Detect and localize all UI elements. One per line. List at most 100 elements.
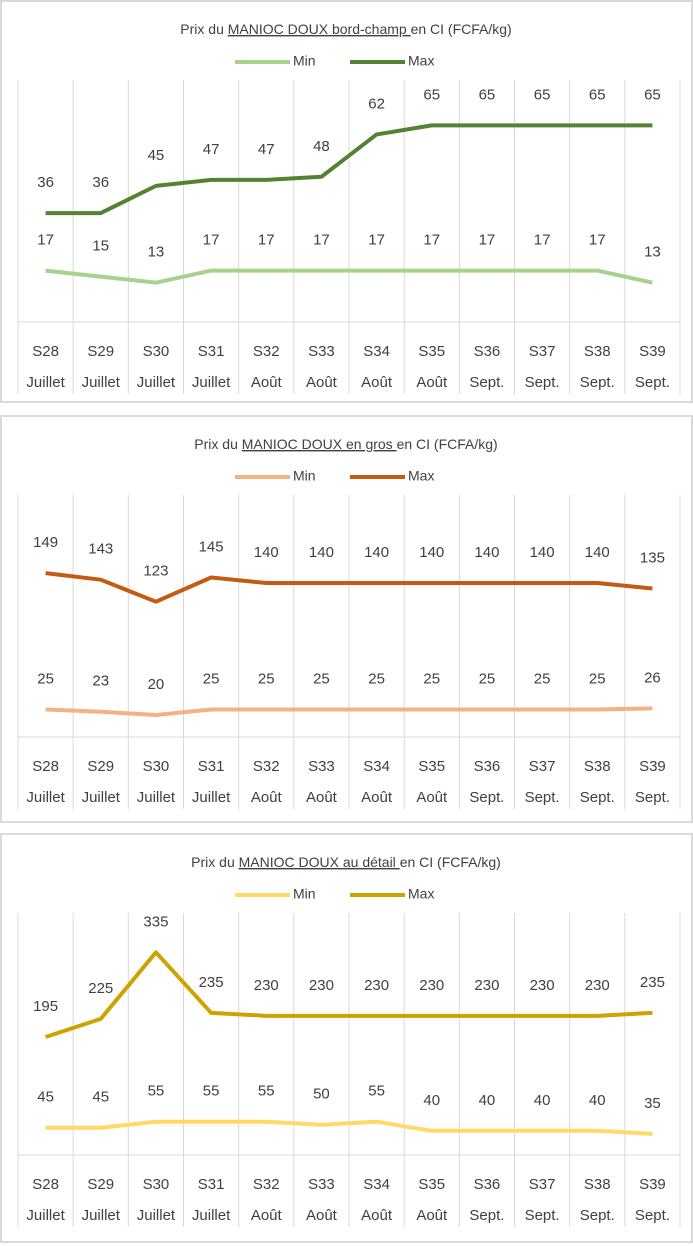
data-label: 235: [640, 974, 665, 991]
data-label: 143: [88, 541, 113, 558]
chart: Prix du MANIOC DOUX bord-champ en CI (FC…: [0, 0, 693, 403]
data-label: 17: [313, 232, 330, 249]
x-tick-label: S30: [143, 1176, 170, 1193]
x-tick-label: S28: [32, 758, 59, 775]
x-tick-label: Août: [251, 1207, 283, 1224]
x-tick-label: S29: [87, 343, 114, 360]
data-label: 45: [37, 1089, 54, 1106]
series-line: [45, 706, 653, 717]
x-tick-label: Août: [416, 789, 448, 806]
data-label: 23: [92, 673, 109, 690]
data-label: 40: [589, 1092, 606, 1109]
x-tick-label: S36: [474, 343, 501, 360]
x-tick-label: S33: [308, 343, 335, 360]
data-label: 149: [33, 534, 58, 551]
legend-label: Max: [408, 53, 434, 69]
x-tick-label: Août: [306, 1207, 338, 1224]
x-tick-label: S30: [143, 343, 170, 360]
x-tick-label: S37: [529, 758, 556, 775]
x-tick-label: Sept.: [469, 374, 504, 391]
panel-border: [0, 833, 693, 1243]
data-label: 230: [364, 977, 389, 994]
x-tick-label: S33: [308, 758, 335, 775]
data-label: 55: [258, 1083, 275, 1100]
x-tick-label: Août: [251, 374, 283, 391]
data-label: 55: [203, 1083, 220, 1100]
data-label: 25: [479, 670, 496, 687]
x-tick-label: S39: [639, 1176, 666, 1193]
data-label: 25: [313, 670, 330, 687]
chart-title: Prix du MANIOC DOUX en gros en CI (FCFA/…: [194, 436, 497, 452]
data-label: 45: [148, 147, 165, 164]
x-tick-label: S39: [639, 758, 666, 775]
data-label: 145: [199, 538, 224, 555]
data-label: 140: [309, 544, 334, 561]
data-label: 40: [479, 1092, 496, 1109]
data-label: 140: [254, 544, 279, 561]
data-label: 123: [143, 563, 168, 580]
data-label: 230: [474, 977, 499, 994]
data-label: 65: [479, 86, 496, 103]
legend-label: Min: [293, 468, 316, 484]
data-label: 17: [479, 232, 496, 249]
x-tick-label: S30: [143, 758, 170, 775]
data-label: 140: [419, 544, 444, 561]
x-tick-label: Sept.: [525, 1207, 560, 1224]
x-tick-label: S35: [418, 343, 445, 360]
x-tick-label: Août: [306, 789, 338, 806]
data-label: 140: [364, 544, 389, 561]
x-tick-label: S38: [584, 758, 611, 775]
data-label: 13: [644, 244, 661, 261]
x-tick-label: S37: [529, 343, 556, 360]
x-tick-label: Août: [416, 374, 448, 391]
x-tick-label: S28: [32, 343, 59, 360]
panel-border: [0, 415, 693, 823]
chart: Prix du MANIOC DOUX au détail en CI (FCF…: [0, 833, 693, 1243]
data-label: 25: [203, 670, 220, 687]
data-label: 20: [148, 676, 165, 693]
x-tick-label: S34: [363, 343, 390, 360]
series-line: [44, 950, 653, 1039]
series-line: [45, 571, 653, 604]
x-tick-label: S29: [87, 758, 114, 775]
chart-title: Prix du MANIOC DOUX bord-champ en CI (FC…: [180, 21, 511, 37]
data-label: 65: [423, 86, 440, 103]
data-label: 40: [534, 1092, 551, 1109]
x-tick-label: Août: [361, 374, 393, 391]
x-tick-label: Juillet: [137, 374, 176, 391]
x-tick-label: Août: [416, 1207, 448, 1224]
data-label: 230: [419, 977, 444, 994]
title-part: en CI (FCFA/kg): [411, 21, 512, 37]
x-tick-label: Sept.: [635, 1207, 670, 1224]
title-part: MANIOC DOUX au détail: [239, 854, 400, 870]
x-tick-label: S31: [198, 758, 225, 775]
x-tick-label: Sept.: [580, 374, 615, 391]
x-tick-label: S34: [363, 758, 390, 775]
data-label: 17: [203, 232, 220, 249]
x-tick-label: Sept.: [525, 374, 560, 391]
data-label: 225: [88, 980, 113, 997]
x-tick-label: S31: [198, 343, 225, 360]
x-tick-label: Août: [251, 789, 283, 806]
panel-border: [0, 0, 693, 403]
data-label: 26: [644, 669, 661, 686]
chart: Prix du MANIOC DOUX en gros en CI (FCFA/…: [0, 415, 693, 823]
data-label: 45: [92, 1089, 109, 1106]
x-tick-label: Sept.: [635, 374, 670, 391]
legend-label: Max: [408, 886, 434, 902]
x-tick-label: S32: [253, 343, 280, 360]
data-label: 55: [148, 1083, 165, 1100]
x-tick-label: S32: [253, 1176, 280, 1193]
x-tick-label: S36: [474, 1176, 501, 1193]
x-tick-label: S35: [418, 758, 445, 775]
data-label: 140: [585, 544, 610, 561]
series-line: [45, 268, 653, 285]
x-tick-label: Juillet: [26, 789, 65, 806]
x-tick-label: Sept.: [635, 789, 670, 806]
x-tick-label: S29: [87, 1176, 114, 1193]
data-label: 55: [368, 1083, 385, 1100]
data-label: 35: [644, 1095, 661, 1112]
title-part: en CI (FCFA/kg): [397, 436, 498, 452]
title-part: Prix du: [180, 21, 227, 37]
